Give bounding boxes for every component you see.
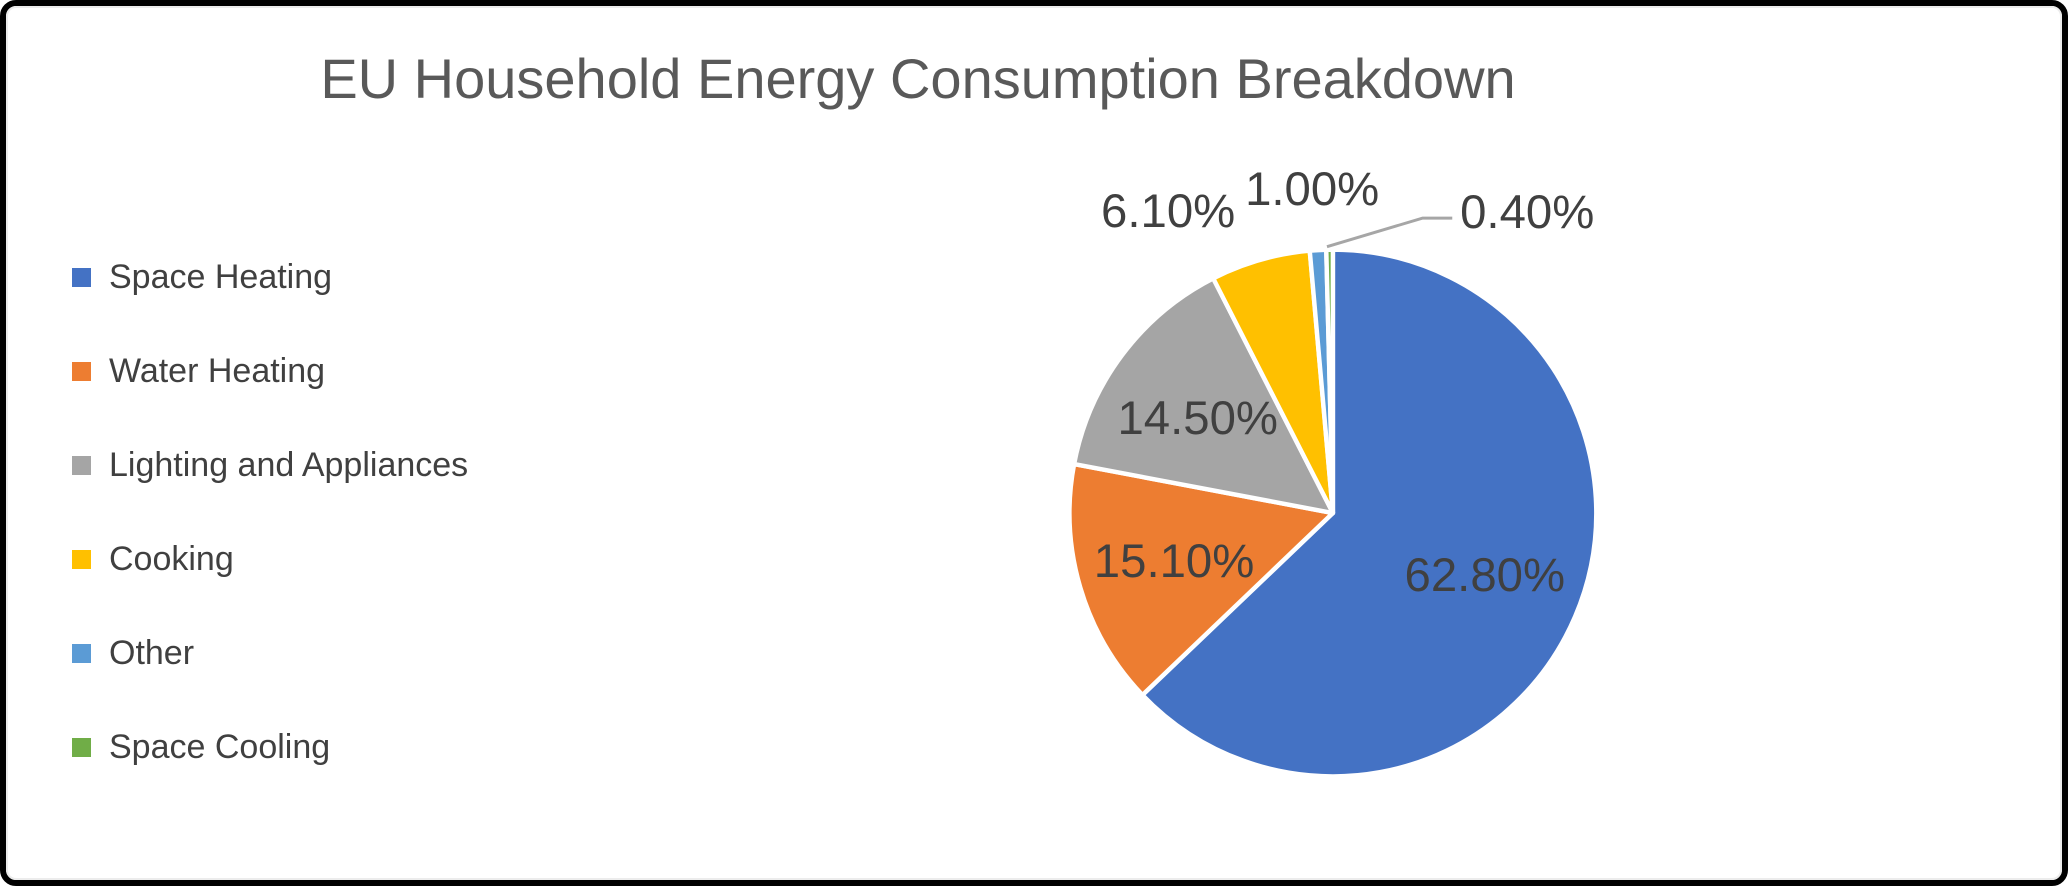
legend-label: Lighting and Appliances	[109, 445, 469, 484]
legend-item-water-heating: Water Heating	[72, 324, 468, 418]
chart-title: EU Household Energy Consumption Breakdow…	[320, 47, 1516, 110]
legend-swatch-cooking	[72, 549, 91, 569]
pie-slice-space-heating	[1140, 247, 1599, 779]
legend-item-space-cooling: Space Cooling	[72, 700, 468, 794]
legend-item-space-heating: Space Heating	[72, 230, 468, 324]
legend-swatch-other	[72, 643, 91, 663]
legend-label: Cooking	[109, 539, 234, 578]
data-label-other: 1.00%	[1245, 163, 1379, 216]
legend-swatch-space-heating	[72, 267, 91, 287]
legend-item-lighting-and-appliances: Lighting and Appliances	[72, 418, 468, 512]
legend-label: Space Cooling	[109, 727, 331, 766]
legend: Space Heating Water Heating Lighting and…	[72, 230, 468, 794]
legend-swatch-lighting-and-appliances	[72, 455, 91, 475]
pie-slice-lighting-and-appliances	[1071, 276, 1336, 516]
data-label-cooking: 6.10%	[1101, 185, 1235, 238]
data-label-water-heating: 15.10%	[1094, 535, 1255, 588]
legend-item-cooking: Cooking	[72, 512, 468, 606]
legend-swatch-water-heating	[72, 361, 91, 381]
pie-slice-water-heating	[1067, 461, 1336, 698]
legend-swatch-space-cooling	[72, 737, 91, 757]
legend-item-other: Other	[72, 606, 468, 700]
legend-label: Space Heating	[109, 257, 333, 296]
pie-chart: 62.80% 15.10% 14.50% 6.10% 1.00% 0.40%	[1067, 163, 1599, 779]
label-leader-line-space-cooling	[1326, 216, 1453, 249]
data-label-space-heating: 62.80%	[1405, 549, 1566, 602]
data-label-space-cooling: 0.40%	[1460, 186, 1594, 239]
data-label-lighting-and-appliances: 14.50%	[1117, 392, 1278, 445]
pie-slice-space-cooling	[1324, 247, 1336, 516]
legend-label: Water Heating	[109, 351, 326, 390]
legend-label: Other	[109, 633, 195, 672]
